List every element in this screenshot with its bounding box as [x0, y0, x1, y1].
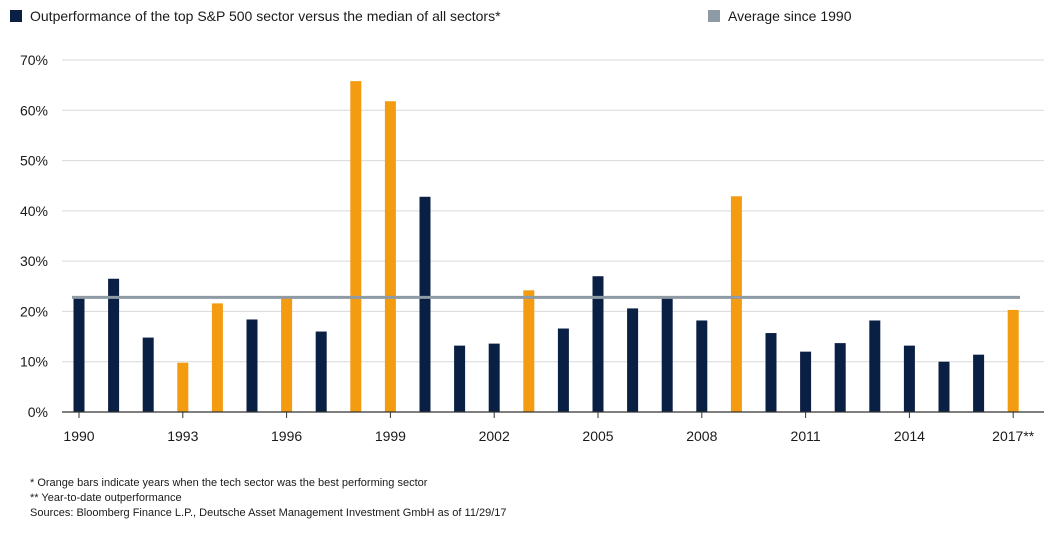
y-tick-label-20: 20% [20, 303, 48, 319]
bar-2004 [557, 328, 569, 412]
y-tick-label-60: 60% [20, 102, 48, 118]
legend-primary-swatch [10, 10, 22, 22]
bar-2013 [869, 320, 881, 412]
bar-2008 [696, 320, 708, 412]
bar-1994 [211, 303, 223, 412]
bar-2003 [523, 290, 535, 412]
x-tick-label-2017: 2017** [992, 428, 1035, 444]
bar-1990 [73, 297, 85, 412]
legend-average: Average since 1990 [708, 8, 852, 24]
y-tick-label-10: 10% [20, 354, 48, 370]
footnote-tech: * Orange bars indicate years when the te… [30, 477, 428, 489]
bar-1991 [108, 278, 120, 412]
bar-1999 [384, 101, 396, 412]
y-tick-label-50: 50% [20, 153, 48, 169]
bar-2017 [1007, 309, 1019, 412]
bar-2000 [419, 196, 431, 412]
bar-2005 [592, 276, 604, 412]
bar-2015 [938, 361, 950, 412]
footnote-ytd: ** Year-to-date outperformance [30, 492, 182, 504]
x-tick-label-1996: 1996 [271, 428, 302, 444]
bar-2007 [661, 298, 673, 412]
x-tick-label-2014: 2014 [894, 428, 925, 444]
x-tick-label-1990: 1990 [63, 428, 94, 444]
bar-2001 [454, 345, 466, 412]
x-tick-label-2008: 2008 [686, 428, 717, 444]
footnotes: * Orange bars indicate years when the te… [30, 476, 507, 521]
y-tick-label-30: 30% [20, 253, 48, 269]
bar-2011 [800, 351, 812, 412]
x-tick-label-2005: 2005 [582, 428, 613, 444]
bar-1997 [315, 331, 327, 412]
bar-2002 [488, 343, 500, 412]
y-tick-label-70: 70% [20, 52, 48, 68]
bar-chart: 0% 10% 20% 30% 40% 50% 60% 70% 1990 1993 1996 1999 2… [20, 52, 1044, 444]
bar-2009 [730, 196, 742, 412]
y-tick-label-40: 40% [20, 203, 48, 219]
bar-2010 [765, 333, 777, 412]
bar-1992 [142, 337, 154, 412]
bar-2016 [973, 354, 985, 412]
legend-primary-label: Outperformance of the top S&P 500 sector… [30, 8, 501, 24]
bar-1993 [177, 362, 189, 412]
x-tick-label-1999: 1999 [375, 428, 406, 444]
bar-1998 [350, 81, 362, 413]
footnote-sources: Sources: Bloomberg Finance L.P., Deutsch… [30, 507, 507, 519]
bar-1995 [246, 319, 258, 412]
bar-2014 [903, 345, 915, 412]
bar-2006 [627, 308, 639, 412]
x-tick-label-2011: 2011 [791, 428, 821, 444]
x-tick-label-1993: 1993 [167, 428, 198, 444]
bar-2012 [834, 343, 846, 412]
y-tick-label-0: 0% [28, 404, 48, 420]
legend-primary: Outperformance of the top S&P 500 sector… [10, 8, 501, 24]
legend-average-label: Average since 1990 [728, 8, 852, 24]
x-tick-label-2002: 2002 [479, 428, 510, 444]
bar-1996 [281, 298, 293, 412]
legend-average-swatch [708, 10, 720, 22]
